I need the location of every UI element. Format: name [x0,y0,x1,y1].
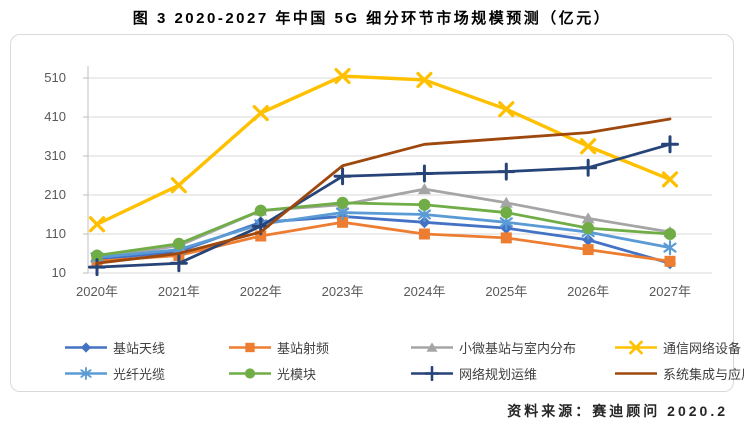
data-point-x [498,101,515,118]
x-tick-label: 2025年 [485,284,527,299]
data-point-circle [244,368,256,379]
series-line-4 [95,211,672,259]
chart-legend: 基站天线 基站射频 小微基站与室内分布 通信网络设备光纤光缆 光模块 网络规划运维 系统集成… [64,338,744,383]
legend-label: 光纤光缆 [113,367,166,382]
series-markers-5 [91,196,676,262]
y-tick-label: 510 [44,70,66,85]
data-point-square [337,216,349,228]
data-point-circle [500,206,513,219]
data-point-diamond [582,233,595,246]
legend-item-7: 系统集成与应用服务 [614,364,744,383]
legend-item-2: 小微基站与室内分布 [410,338,610,357]
series-line-5 [95,201,672,257]
data-point-square [418,228,430,240]
x-tick-label: 2023年 [322,284,364,299]
legend-item-0: 基站天线 [64,338,224,357]
y-tick-label: 10 [52,265,66,280]
data-point-x [580,138,597,155]
data-point-circle [91,249,103,262]
series-line-3 [95,74,672,226]
chart-title: 图 3 2020-2027 年中国 5G 细分环节市场规模预测（亿元） [132,10,612,27]
data-point-plus [497,162,516,181]
line-chart: 10 110 210 310 410 510 2020年 2021年 2022年 2023年 202… [44,66,712,299]
source-note: 资料来源：赛迪顾问 2020.2 [507,403,728,419]
legend-label: 光模块 [277,367,317,382]
data-point-x [170,177,187,194]
x-tick-label: 2020年 [76,284,118,299]
legend-item-5: 光模块 [228,364,406,383]
data-point-x [661,171,679,188]
legend-label: 系统集成与应用服务 [663,367,744,382]
data-point-triangle [426,342,438,352]
legend-label: 小微基站与室内分布 [459,341,577,356]
y-tick-label: 310 [44,148,66,163]
data-point-plus [579,158,598,177]
legend-label: 通信网络设备 [663,341,742,356]
data-point-circle [254,204,267,217]
data-point-plus [661,135,679,154]
data-point-triangle [581,212,595,224]
data-point-diamond [80,342,92,353]
data-point-diamond [418,216,431,229]
legend-label: 基站天线 [113,341,166,356]
x-tick-label: 2022年 [240,284,282,299]
series-line-1 [95,220,672,263]
data-point-square [664,255,676,267]
data-point-plus [169,254,188,273]
data-point-circle [582,222,595,235]
legend-item-6: 网络规划运维 [410,364,610,383]
legend-marker-asterisk-icon [65,367,107,380]
data-point-circle [418,198,431,211]
legend-marker-circle-icon [229,368,271,379]
x-tick-label: 2024年 [403,284,445,299]
y-tick-label: 210 [44,187,66,202]
series-line-6 [95,142,672,269]
x-tick-label: 2021年 [158,284,200,299]
data-point-circle [172,237,185,250]
data-point-circle [336,196,349,209]
legend-item-4: 光纤光缆 [64,364,224,383]
legend-label: 基站射频 [277,341,330,356]
data-point-plus [424,366,440,381]
data-point-asterisk [80,367,92,380]
legend-label: 网络规划运维 [459,367,538,382]
x-tick-label: 2027年 [649,284,691,299]
series-line-7 [95,117,672,265]
data-point-x [629,340,643,355]
data-point-x [416,71,433,89]
data-point-x [334,67,351,85]
legend-marker-x-icon [615,340,657,355]
legend-marker-diamond-icon [65,342,107,353]
data-point-plus [415,164,434,183]
legend-item-3: 通信网络设备 [614,338,744,357]
series-markers-3 [88,67,679,233]
data-point-square [500,232,512,244]
legend-marker-none-icon [615,372,657,375]
data-point-asterisk [663,240,677,256]
x-tick-label: 2026年 [567,284,609,299]
y-tick-label: 110 [45,226,66,241]
data-point-circle [664,228,676,240]
data-point-triangle [417,183,431,195]
data-point-square [245,342,255,353]
data-point-x [88,216,106,233]
legend-marker-square-icon [229,342,271,353]
data-point-plus [333,167,352,186]
y-tick-label: 410 [44,109,66,124]
legend-marker-plus-icon [411,366,453,381]
data-point-triangle [499,196,513,208]
series-line-2 [95,187,672,259]
data-point-square [582,244,594,256]
legend-marker-triangle-icon [411,342,453,352]
data-point-x [252,105,269,122]
legend-item-1: 基站射频 [228,338,406,357]
